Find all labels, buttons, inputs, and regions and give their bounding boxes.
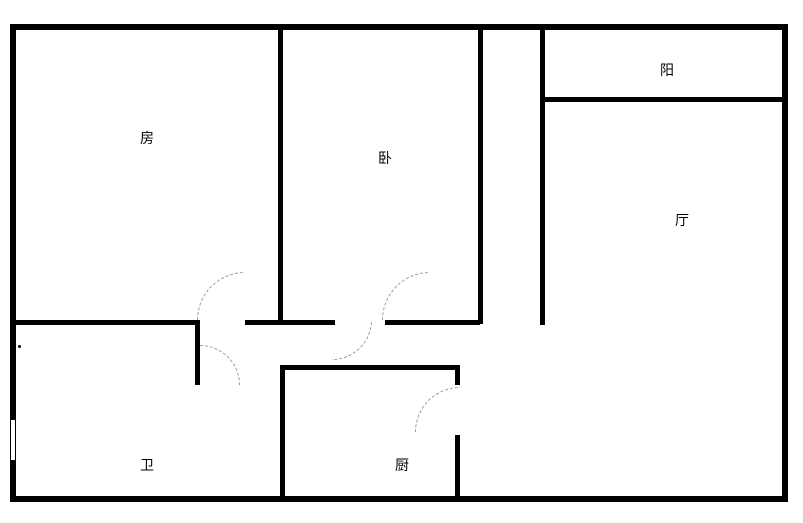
wall <box>540 320 545 325</box>
wall <box>280 365 458 370</box>
wall <box>540 97 786 102</box>
wall <box>540 24 545 102</box>
wall <box>195 320 200 385</box>
wall <box>455 435 460 500</box>
wall <box>10 320 195 325</box>
room-label-yang: 阳 <box>660 60 674 80</box>
room-label-chu: 厨 <box>395 455 409 475</box>
room-label-fang: 房 <box>140 128 154 148</box>
floorplan-canvas: 房 卧 阳 厅 卫 厨 <box>0 0 803 523</box>
wall <box>10 496 788 502</box>
wall <box>455 365 460 385</box>
wall <box>540 102 545 324</box>
wall <box>10 24 788 30</box>
room-label-wei: 卫 <box>140 455 154 475</box>
wall <box>385 320 480 325</box>
wall <box>278 24 283 324</box>
door-arc <box>415 387 505 477</box>
wall <box>478 24 483 324</box>
room-label-ting: 厅 <box>675 210 689 230</box>
marker-dot <box>18 345 21 348</box>
door-arc <box>160 345 240 425</box>
room-label-wo: 卧 <box>378 148 392 168</box>
wall <box>782 24 788 502</box>
wall <box>245 320 335 325</box>
wall-notch <box>10 420 16 460</box>
wall <box>280 365 285 500</box>
